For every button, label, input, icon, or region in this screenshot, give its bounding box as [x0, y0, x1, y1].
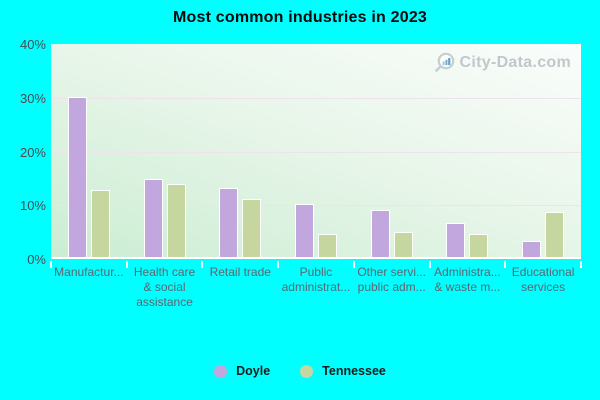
- bar-doyle-3: [295, 203, 314, 257]
- x-tick-4: [352, 261, 355, 268]
- plot-area: City-Data.com: [51, 44, 581, 259]
- bar-tennessee-3: [318, 234, 337, 257]
- bar-tennessee-4: [393, 231, 413, 257]
- gridline-30: [51, 97, 581, 99]
- x-category-label-6: Educational services: [511, 265, 575, 294]
- y-tick-label-0: 0%: [27, 252, 46, 267]
- bar-doyle-4: [370, 209, 390, 257]
- bar-doyle-5: [446, 223, 466, 257]
- bar-tennessee-6: [545, 212, 565, 257]
- bar-doyle-2: [219, 188, 239, 257]
- bar-doyle-0: [67, 96, 87, 257]
- gridline-10: [51, 205, 581, 207]
- x-tick-0: [50, 261, 52, 268]
- x-category-label-1: Health care & social assistance: [133, 265, 196, 309]
- y-tick-label-30: 30%: [19, 90, 46, 106]
- bar-tennessee-0: [90, 190, 110, 257]
- legend-label-doyle: Doyle: [236, 364, 271, 378]
- bar-tennessee-1: [166, 184, 186, 257]
- y-tick-label-10: 10%: [19, 198, 46, 214]
- x-category-label-5: Administra... & waste m...: [434, 265, 501, 294]
- x-category-label-2: Retail trade: [209, 265, 271, 279]
- y-tick-label-40: 40%: [19, 37, 46, 52]
- x-tick-7: [580, 261, 582, 268]
- bar-doyle-1: [143, 178, 163, 257]
- bar-tennessee-2: [242, 198, 262, 257]
- legend-item-doyle: Doyle: [214, 364, 270, 378]
- city-data-logo-icon: [434, 52, 454, 72]
- bar-doyle-6: [522, 240, 542, 257]
- x-tick-5: [428, 261, 431, 268]
- x-tick-2: [201, 261, 204, 268]
- gridline-20: [51, 151, 581, 153]
- x-tick-1: [125, 261, 128, 268]
- chart-title: Most common industries in 2023: [172, 9, 428, 26]
- bar-tennessee-5: [469, 234, 489, 257]
- legend-swatch-tennessee: [300, 364, 314, 378]
- x-axis-labels: Manufactur... Health care & social assistan…: [51, 265, 581, 310]
- watermark-text: City-Data.com: [459, 54, 571, 71]
- legend-label-tennessee: Tennessee: [322, 364, 386, 378]
- y-tick-label-20: 20%: [19, 144, 46, 160]
- x-category-label-0: Manufactur...: [54, 265, 124, 279]
- x-tick-3: [277, 261, 280, 268]
- legend-item-tennessee: Tennessee: [300, 364, 386, 378]
- y-axis-labels: 40% 30% 20% 10% 0%: [0, 0, 46, 280]
- legend: Doyle Tennessee: [0, 364, 600, 378]
- x-tick-6: [504, 261, 507, 268]
- x-category-label-4: Other servi... public adm...: [357, 265, 426, 294]
- x-category-label-3: Public administrat...: [281, 265, 351, 294]
- watermark: City-Data.com: [433, 51, 571, 75]
- legend-swatch-doyle: [214, 364, 228, 378]
